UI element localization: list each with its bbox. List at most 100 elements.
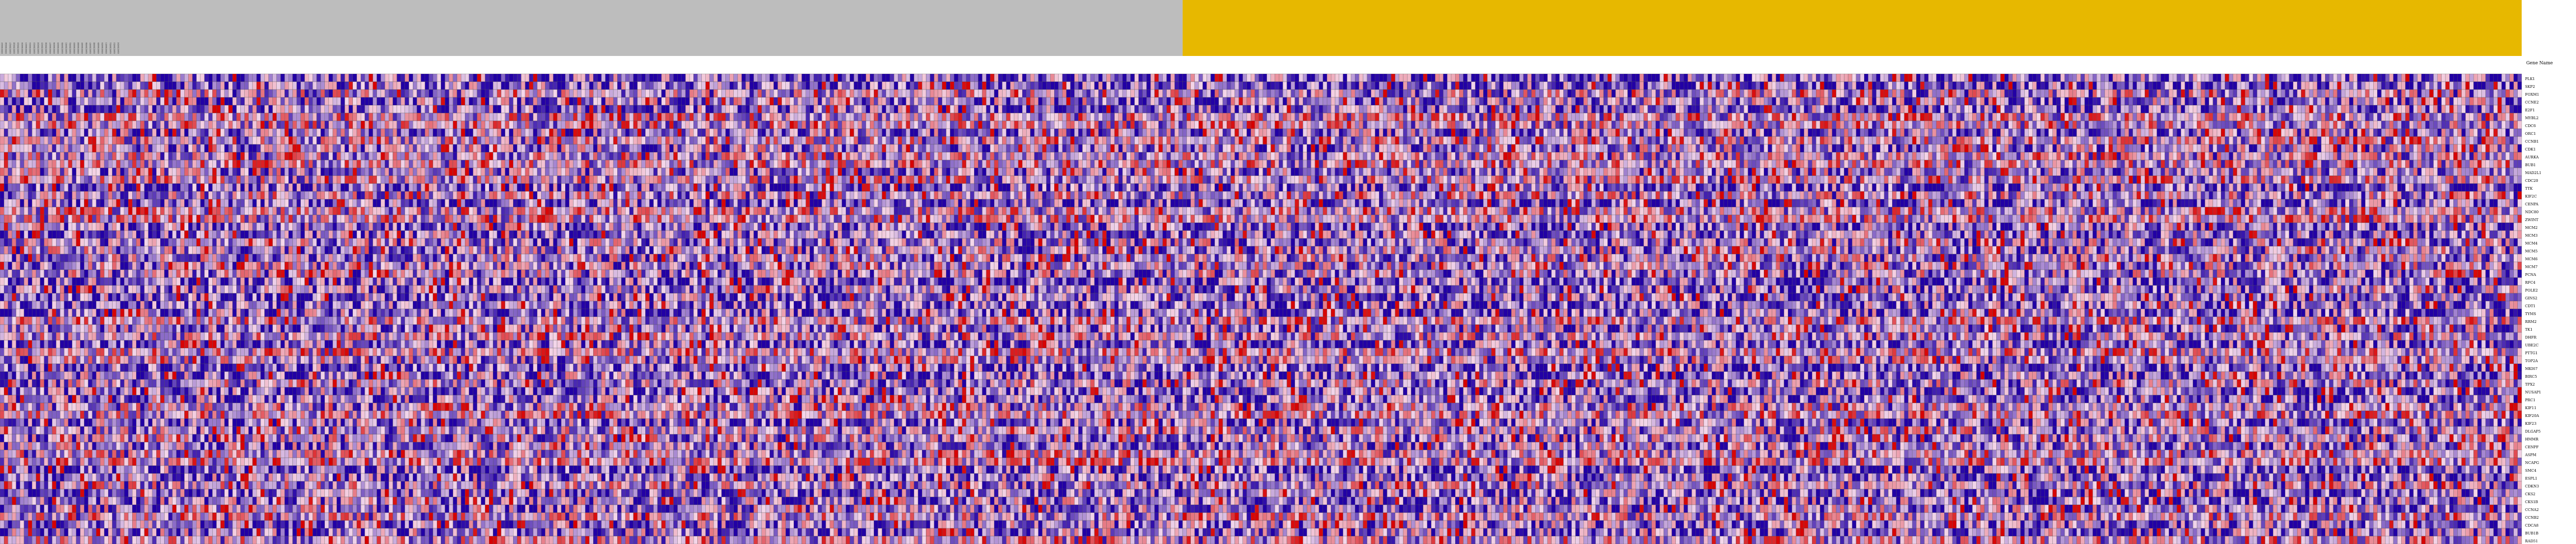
heatmap-cell: [373, 113, 377, 121]
heatmap-cell: [1187, 74, 1191, 82]
heatmap-cell: [2510, 82, 2514, 90]
heatmap-cell: [774, 97, 777, 105]
heatmap-cell: [1042, 97, 1046, 105]
heatmap-cell: [44, 113, 48, 121]
heatmap-cell: [188, 129, 192, 137]
heatmap-cell: [710, 121, 714, 129]
heatmap-cell: [1479, 113, 1483, 121]
heatmap-cell: [2009, 74, 2013, 82]
heatmap-cell: [1772, 97, 1776, 105]
heatmap-cell: [1427, 113, 1431, 121]
heatmap-cell: [2470, 90, 2473, 97]
heatmap-cell: [1087, 129, 1091, 137]
heatmap-cell: [1087, 74, 1091, 82]
heatmap-cell: [36, 90, 40, 97]
heatmap-cell: [525, 82, 529, 90]
heatmap-cell: [2097, 90, 2100, 97]
heatmap-cell: [229, 113, 232, 121]
heatmap-cell: [316, 129, 320, 137]
heatmap-cell: [1628, 121, 1632, 129]
heatmap-cell: [798, 113, 802, 121]
heatmap-cell: [60, 129, 64, 137]
heatmap-cell: [257, 121, 260, 129]
heatmap-cell: [2001, 74, 2005, 82]
heatmap-cell: [2281, 113, 2285, 121]
heatmap-cell: [1916, 105, 1920, 113]
heatmap-cell: [1868, 82, 1872, 90]
heatmap-cell: [2502, 82, 2505, 90]
heatmap-cell: [1163, 97, 1167, 105]
heatmap-cell: [641, 90, 645, 97]
heatmap-cell: [1964, 74, 1968, 82]
heatmap-cell: [2197, 113, 2201, 121]
heatmap-cell: [1399, 129, 1403, 137]
column-label: GSM180432: [29, 43, 31, 54]
heatmap-cell: [361, 121, 365, 129]
heatmap-cell: [2421, 82, 2425, 90]
heatmap-cell: [337, 74, 341, 82]
heatmap-cell: [1828, 105, 1832, 113]
heatmap-cell: [1191, 97, 1195, 105]
heatmap-cell: [349, 129, 353, 137]
heatmap-cell: [84, 82, 88, 90]
heatmap-cell: [826, 74, 830, 82]
heatmap-cell: [292, 105, 296, 113]
heatmap-cell: [866, 97, 870, 105]
heatmap-cell: [40, 74, 44, 82]
heatmap-cell: [240, 82, 244, 90]
heatmap-cell: [1760, 121, 1764, 129]
heatmap-cell: [2365, 74, 2369, 82]
heatmap-cell: [1375, 82, 1379, 90]
heatmap-cell: [1487, 129, 1491, 137]
heatmap-cell: [2429, 97, 2433, 105]
heatmap-cell: [301, 90, 305, 97]
heatmap-cell: [2113, 82, 2117, 90]
heatmap-cell: [2317, 121, 2321, 129]
heatmap-cell: [1636, 129, 1639, 137]
heatmap-cell: [1531, 105, 1535, 113]
heatmap-cell: [902, 105, 906, 113]
heatmap-cell: [1520, 74, 1524, 82]
heatmap-cell: [1720, 97, 1724, 105]
heatmap-cell: [2037, 121, 2041, 129]
heatmap-cell: [513, 113, 517, 121]
heatmap-cell: [654, 97, 658, 105]
heatmap-cell: [72, 74, 76, 82]
heatmap-cell: [64, 74, 68, 82]
heatmap-cell: [1503, 105, 1507, 113]
heatmap-cell: [1764, 82, 1768, 90]
heatmap-cell: [1311, 97, 1315, 105]
heatmap-cell: [1580, 129, 1583, 137]
heatmap-cell: [1475, 74, 1479, 82]
heatmap-cell: [626, 105, 630, 113]
heatmap-cell: [2221, 82, 2225, 90]
heatmap-cell: [994, 90, 998, 97]
heatmap-cell: [1680, 74, 1684, 82]
heatmap-cell: [225, 82, 229, 90]
heatmap-cell: [1471, 74, 1475, 82]
heatmap-cell: [1203, 97, 1207, 105]
heatmap-cell: [1411, 105, 1415, 113]
heatmap-cell: [1555, 113, 1559, 121]
heatmap-cell: [421, 105, 425, 113]
heatmap-cell: [1804, 129, 1808, 137]
heatmap-cell: [120, 97, 124, 105]
heatmap-cell: [2020, 82, 2024, 90]
heatmap-cell: [2141, 121, 2145, 129]
heatmap-cell: [2033, 90, 2037, 97]
heatmap-cell: [68, 90, 72, 97]
heatmap-cell: [1596, 105, 1600, 113]
heatmap-cell: [1552, 129, 1555, 137]
heatmap-cell: [1836, 82, 1840, 90]
heatmap-cell: [1379, 90, 1383, 97]
heatmap-cell: [2337, 90, 2341, 97]
heatmap-cell: [148, 129, 152, 137]
heatmap-cell: [1231, 113, 1235, 121]
heatmap-cell: [650, 129, 654, 137]
heatmap-cell: [678, 74, 682, 82]
heatmap-cell: [212, 105, 216, 113]
heatmap-cell: [2133, 129, 2137, 137]
heatmap-cell: [2386, 121, 2389, 129]
heatmap-cell: [1559, 105, 1563, 113]
heatmap-cell: [1347, 74, 1351, 82]
